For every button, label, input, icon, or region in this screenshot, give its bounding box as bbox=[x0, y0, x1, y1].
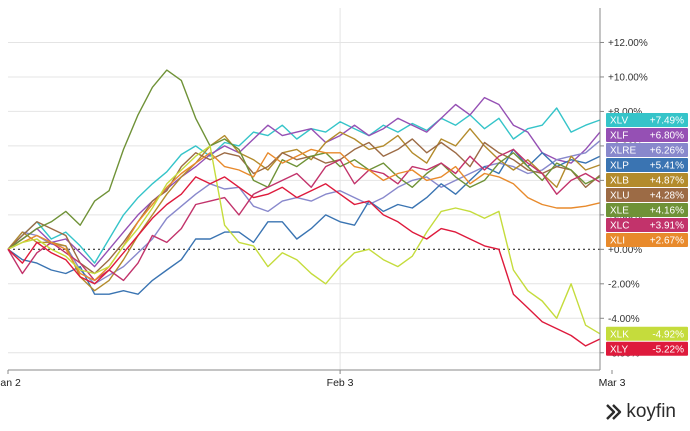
legend-series-value: +6.80% bbox=[650, 131, 684, 142]
legend-badge-xlc: XLC +3.91% bbox=[606, 218, 688, 233]
y-tick-label: -2.00% bbox=[608, 279, 640, 290]
series-line-xly bbox=[7, 176, 601, 347]
series-line-xle bbox=[7, 69, 601, 250]
x-tick-label: Jan 2 bbox=[0, 377, 21, 389]
legend-badge-xlb: XLB +4.87% bbox=[606, 173, 688, 188]
legend-badge-bg bbox=[606, 113, 688, 128]
legend-badge-bg bbox=[606, 173, 688, 188]
legend-series-name: XLU bbox=[610, 191, 629, 202]
legend-badge-xle: XLE +4.16% bbox=[606, 203, 688, 218]
series-line-xlu bbox=[7, 138, 601, 275]
x-axis: Jan 2 Feb 3 Mar 3 bbox=[0, 369, 626, 389]
legend-badge-bg bbox=[606, 218, 688, 233]
y-tick-label: +8.00% bbox=[608, 107, 642, 118]
legend-series-value: -5.22% bbox=[652, 344, 684, 355]
series-line-xlf bbox=[7, 96, 601, 268]
legend-badges: XLV +7.49%XLF +6.80%XLRE +6.26%XLP +5.41%XLB… bbox=[606, 113, 688, 356]
legend-series-name: XLP bbox=[610, 161, 629, 172]
legend-series-name: XLK bbox=[610, 329, 629, 340]
koyfin-logo-text: koyfin bbox=[626, 401, 676, 422]
legend-series-value: +5.41% bbox=[650, 161, 684, 172]
y-tick-label: +0.00% bbox=[608, 245, 642, 256]
legend-series-name: XLF bbox=[610, 131, 628, 142]
legend-badge-xlp: XLP +5.41% bbox=[606, 158, 688, 173]
legend-badge-xli: XLI +2.67% bbox=[606, 233, 688, 248]
legend-series-value: +4.16% bbox=[650, 206, 684, 217]
legend-badge-xly: XLY -5.22% bbox=[606, 341, 688, 356]
series-lines bbox=[7, 69, 601, 347]
y-tick-label: -4.00% bbox=[608, 314, 640, 325]
legend-badge-bg bbox=[606, 188, 688, 203]
legend-series-name: XLI bbox=[610, 236, 625, 247]
legend-badge-xlv: XLV +7.49% bbox=[606, 113, 688, 128]
legend-badge-xlre: XLRE +6.26% bbox=[606, 143, 688, 158]
y-tick-label: +10.00% bbox=[608, 72, 648, 83]
legend-series-name: XLE bbox=[610, 206, 629, 217]
legend-badge-bg bbox=[606, 128, 688, 143]
legend-badge-bg bbox=[606, 233, 688, 248]
legend-series-value: +3.91% bbox=[650, 221, 684, 232]
legend-badge-bg bbox=[606, 158, 688, 173]
legend-series-value: +4.87% bbox=[650, 176, 684, 187]
legend-series-value: +2.67% bbox=[650, 236, 684, 247]
x-tick-label: Mar 3 bbox=[599, 377, 626, 389]
legend-badge-xlf: XLF +6.80% bbox=[606, 128, 688, 143]
koyfin-logo-icon bbox=[606, 404, 622, 420]
legend-badge-bg bbox=[606, 203, 688, 218]
koyfin-logo: koyfin bbox=[604, 401, 676, 423]
legend-series-value: +6.26% bbox=[650, 146, 684, 157]
legend-series-name: XLRE bbox=[610, 146, 636, 157]
series-line-xlp bbox=[7, 148, 601, 295]
series-line-xlv bbox=[7, 107, 601, 264]
gridlines bbox=[8, 8, 600, 370]
legend-series-value: +4.28% bbox=[650, 191, 684, 202]
legend-badge-xlk: XLK -4.92% bbox=[606, 326, 688, 341]
legend-series-value: +7.49% bbox=[650, 116, 684, 127]
legend-badge-bg bbox=[606, 143, 688, 158]
legend-series-name: XLC bbox=[610, 221, 629, 232]
legend-badge-bg bbox=[606, 341, 688, 356]
legend-series-name: XLY bbox=[610, 344, 628, 355]
legend-series-value: -4.92% bbox=[652, 329, 684, 340]
series-line-xlk bbox=[7, 145, 601, 335]
y-tick-label: +12.00% bbox=[608, 38, 648, 49]
legend-series-name: XLB bbox=[610, 176, 629, 187]
x-tick-label: Feb 3 bbox=[327, 377, 354, 389]
series-line-xlre bbox=[7, 140, 601, 285]
legend-badge-xlu: XLU +4.28% bbox=[606, 188, 688, 203]
series-line-xli bbox=[7, 148, 601, 282]
legend-badge-bg bbox=[606, 326, 688, 341]
legend-series-name: XLV bbox=[610, 116, 628, 127]
